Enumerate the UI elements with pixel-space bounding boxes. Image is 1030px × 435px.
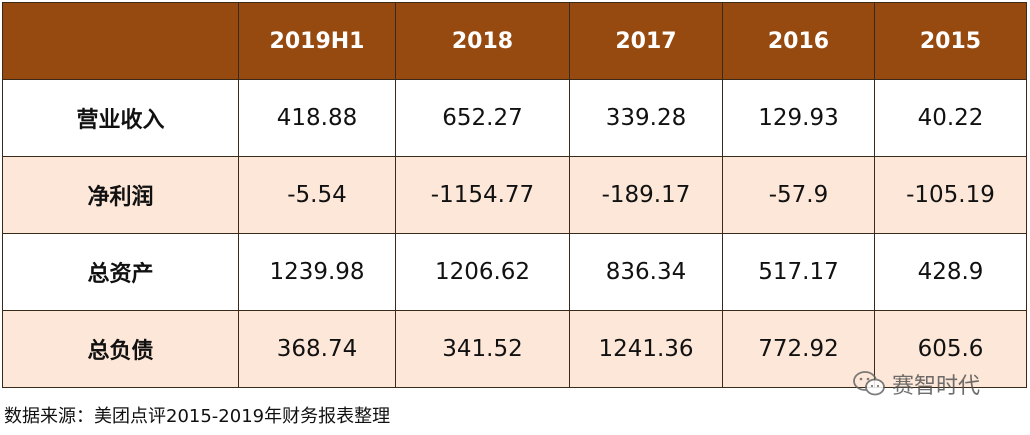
table-cell: 652.27: [395, 79, 570, 157]
row-label: 净利润: [2, 156, 239, 234]
table-cell: -1154.77: [395, 156, 570, 234]
table-cell: -57.9: [722, 156, 875, 234]
table-cell: 368.74: [238, 310, 396, 388]
table-row-total-assets: 总资产 1239.98 1206.62 836.34 517.17 428.9: [2, 233, 1027, 311]
financial-table-container: 2019H1 2018 2017 2016 2015 营业收入 418.88 6…: [2, 2, 1027, 388]
table-cell: 517.17: [722, 233, 875, 311]
table-cell: 428.9: [874, 233, 1027, 311]
header-2019h1: 2019H1: [238, 2, 396, 80]
table-row-revenue: 营业收入 418.88 652.27 339.28 129.93 40.22: [2, 79, 1027, 157]
wechat-icon: [853, 371, 885, 396]
row-label: 营业收入: [2, 79, 239, 157]
table-cell: 836.34: [569, 233, 723, 311]
table-cell: 339.28: [569, 79, 723, 157]
header-2015: 2015: [874, 2, 1027, 80]
table-cell: -5.54: [238, 156, 396, 234]
financial-table: 2019H1 2018 2017 2016 2015 营业收入 418.88 6…: [2, 2, 1027, 388]
table-cell: 40.22: [874, 79, 1027, 157]
watermark-text: 赛智时代: [892, 374, 981, 399]
table-cell: 772.92: [722, 310, 875, 388]
table-cell: -105.19: [874, 156, 1027, 234]
header-2018: 2018: [395, 2, 570, 80]
table-cell: 418.88: [238, 79, 396, 157]
row-label: 总负债: [2, 310, 239, 388]
table-cell: 341.52: [395, 310, 570, 388]
header-corner-cell: [2, 2, 239, 80]
table-cell: 1206.62: [395, 233, 570, 311]
header-2017: 2017: [569, 2, 723, 80]
table-cell: 129.93: [722, 79, 875, 157]
table-row-total-liabilities: 总负债 368.74 341.52 1241.36 772.92 605.6: [2, 310, 1027, 388]
source-note: 数据来源：美团点评2015-2019年财务报表整理: [4, 406, 391, 427]
table-cell: 1239.98: [238, 233, 396, 311]
table-row-net-profit: 净利润 -5.54 -1154.77 -189.17 -57.9 -105.19: [2, 156, 1027, 234]
table-cell: 605.6: [874, 310, 1027, 388]
row-label: 总资产: [2, 233, 239, 311]
table-cell: 1241.36: [569, 310, 723, 388]
table-header-row: 2019H1 2018 2017 2016 2015: [2, 2, 1027, 80]
table-cell: -189.17: [569, 156, 723, 234]
watermark: 赛智时代: [852, 368, 980, 400]
header-2016: 2016: [722, 2, 875, 80]
